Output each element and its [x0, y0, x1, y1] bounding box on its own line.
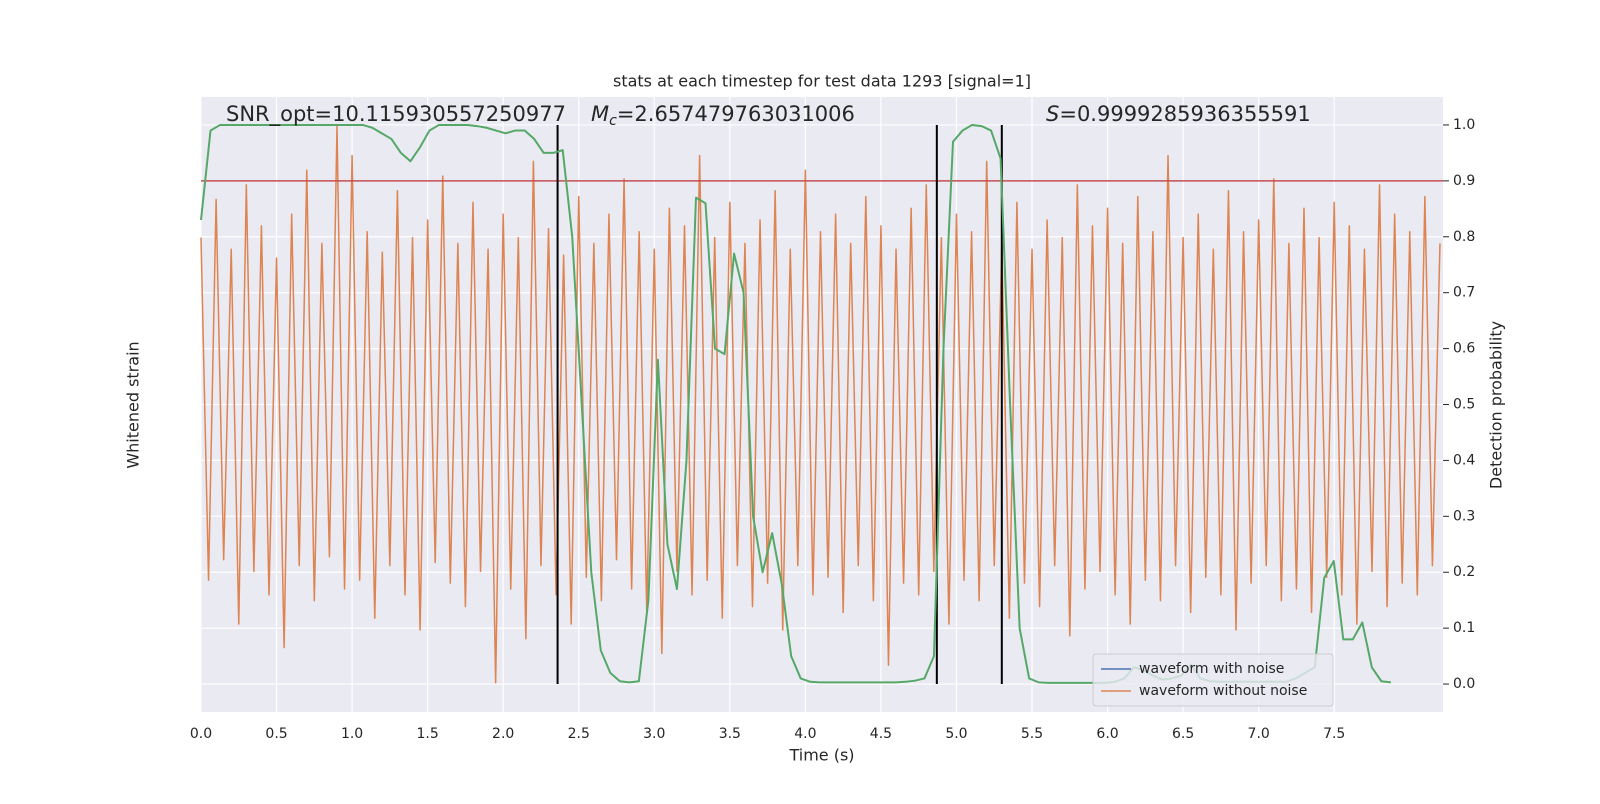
annotation: Mc=2.657479763031006 [591, 102, 855, 129]
x-tick-label: 5.5 [1021, 726, 1043, 742]
strain-line [200, 125, 1441, 684]
legend-label: waveform with noise [1139, 661, 1284, 677]
y2-tick-label: 0.5 [1453, 397, 1475, 413]
x-tick-label: 4.0 [794, 726, 816, 742]
y2-tick-label: 1.0 [1453, 117, 1475, 133]
x-tick-label: 3.5 [719, 726, 741, 742]
annotation-symbol: M [591, 102, 609, 126]
x-tick-label: 6.5 [1172, 726, 1194, 742]
x-tick-label: 1.0 [341, 726, 363, 742]
x-tick-label: 0.0 [190, 726, 212, 742]
x-tick-label: 2.5 [568, 726, 590, 742]
annotation-symbol: S [1046, 102, 1059, 126]
legend-box [1092, 653, 1334, 707]
x-tick-label: 4.5 [870, 726, 892, 742]
annotation-subscript: c [609, 113, 617, 129]
x-tick-label: 5.0 [945, 726, 967, 742]
x-tick-label: 0.5 [265, 726, 287, 742]
x-tick-label: 3.0 [643, 726, 665, 742]
y2-tick-label: 0.6 [1453, 341, 1475, 357]
y2-tick-label: 0.2 [1453, 564, 1475, 580]
y2-tick-label: 0.7 [1453, 285, 1475, 301]
y2-tick-label: 0.9 [1453, 173, 1475, 189]
y-axis-label: Whitened strain [124, 341, 143, 468]
y2-tick-label: 0.0 [1453, 676, 1475, 692]
x-tick-label: 6.0 [1096, 726, 1118, 742]
y2-tick-label: 0.3 [1453, 508, 1475, 524]
annotation-text: =2.657479763031006 [617, 102, 855, 126]
x-tick-label: 7.0 [1248, 726, 1270, 742]
x-tick-label: 2.0 [492, 726, 514, 742]
legend: waveform with noise waveform without nois… [1092, 653, 1334, 707]
chart-title: stats at each timestep for test data 129… [613, 72, 1031, 91]
x-axis-label: Time (s) [788, 746, 854, 765]
annotation: SNR_opt=10.115930557250977 [226, 102, 566, 127]
x-tick-label: 1.5 [417, 726, 439, 742]
x-tick-label: 7.5 [1323, 726, 1345, 742]
y2-tick-label: 0.1 [1453, 620, 1475, 636]
y2-axis-label: Detection probability [1487, 321, 1506, 489]
y2-tick-label: 0.4 [1453, 452, 1475, 468]
annotation-text: =0.9999285936355591 [1059, 102, 1310, 126]
annotation: S=0.9999285936355591 [1046, 102, 1311, 126]
annotation-text: SNR_opt=10.115930557250977 [226, 102, 566, 127]
legend-label: waveform without noise [1139, 683, 1307, 699]
y2-tick-label: 0.8 [1453, 229, 1475, 245]
